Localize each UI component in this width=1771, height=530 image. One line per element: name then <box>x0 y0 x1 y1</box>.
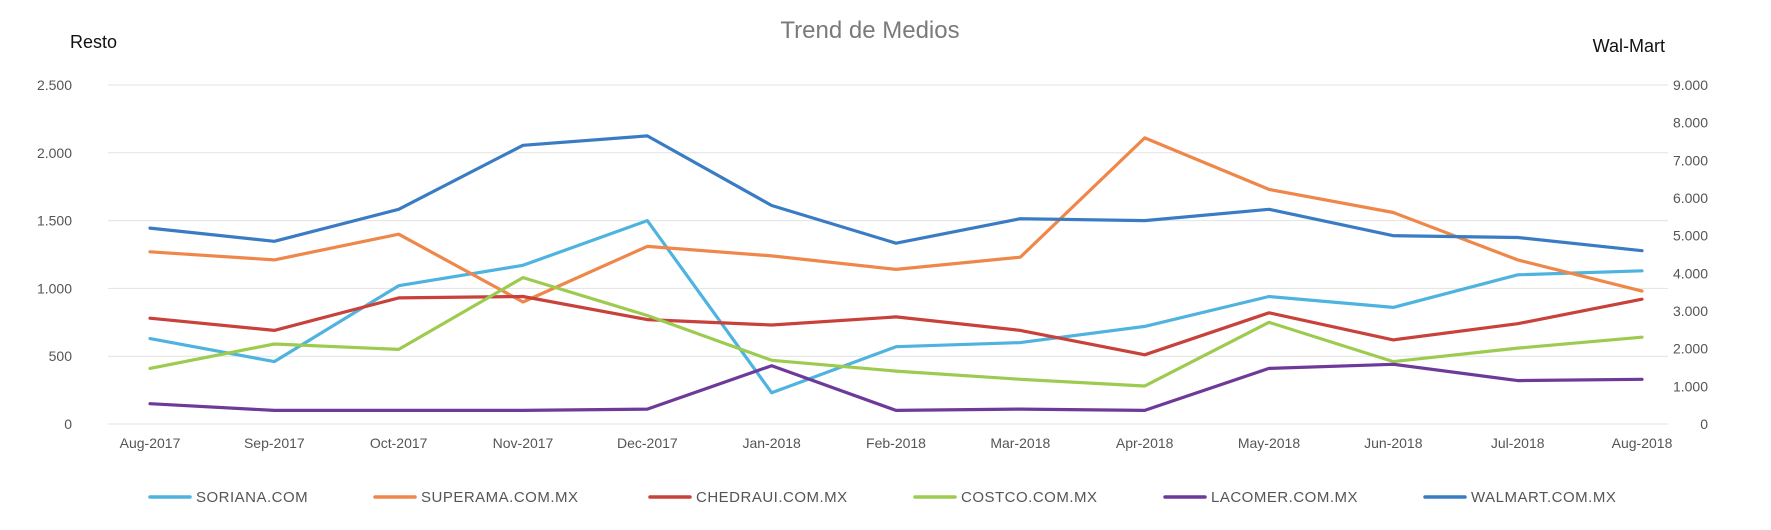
left-axis-label: Resto <box>70 32 117 52</box>
left-tick-label: 1.000 <box>37 280 72 296</box>
series-line-chedraui-com-mx <box>148 294 1644 357</box>
x-tick-label: Dec-2017 <box>617 435 678 451</box>
legend-label: SORIANA.COM <box>196 489 308 506</box>
left-tick-label: 0 <box>64 416 72 432</box>
series-line-walmart-com-mx <box>148 134 1644 253</box>
x-tick-label: Aug-2018 <box>1612 435 1673 451</box>
left-tick-label: 500 <box>49 348 73 364</box>
x-tick-label: Sep-2017 <box>244 435 305 451</box>
x-axis-ticks: Aug-2017 Sep-2017 Oct-2017 Nov-2017 Dec-2017… <box>120 435 1673 451</box>
left-tick-label: 1.500 <box>37 213 72 229</box>
right-tick-label: 5.000 <box>1673 228 1708 244</box>
right-tick-label: 8.000 <box>1673 115 1708 131</box>
right-tick-label: 4.000 <box>1673 265 1708 281</box>
x-tick-label: Jun-2018 <box>1364 435 1423 451</box>
gridlines <box>108 84 1668 425</box>
x-tick-label: May-2018 <box>1238 435 1300 451</box>
x-tick-label: Feb-2018 <box>866 435 926 451</box>
legend: SORIANA.COM SUPERAMA.COM.MX CHEDRAUI.COM.M… <box>148 489 1616 506</box>
legend-label: LACOMER.COM.MX <box>1211 489 1358 506</box>
right-axis-label: Wal-Mart <box>1593 36 1665 56</box>
left-tick-label: 2.000 <box>37 145 72 161</box>
x-tick-label: Mar-2018 <box>990 435 1050 451</box>
x-tick-label: Apr-2018 <box>1116 435 1174 451</box>
right-tick-label: 2.000 <box>1673 341 1708 357</box>
right-tick-label: 3.000 <box>1673 303 1708 319</box>
left-tick-label: 2.500 <box>37 77 72 93</box>
legend-label: SUPERAMA.COM.MX <box>421 489 579 506</box>
series-line-lacomer-com-mx <box>148 362 1644 412</box>
x-tick-label: Jul-2018 <box>1491 435 1545 451</box>
series-line-superama-com-mx <box>148 136 1644 304</box>
chart-title: Trend de Medios <box>780 17 959 44</box>
right-tick-label: 7.000 <box>1673 152 1708 168</box>
right-tick-label: 6.000 <box>1673 190 1708 206</box>
series-line-soriana-com <box>148 219 1644 395</box>
x-tick-label: Aug-2017 <box>120 435 181 451</box>
x-tick-label: Jan-2018 <box>742 435 801 451</box>
legend-label: WALMART.COM.MX <box>1471 489 1616 506</box>
x-tick-label: Oct-2017 <box>370 435 428 451</box>
right-tick-label: 9.000 <box>1673 77 1708 93</box>
legend-label: CHEDRAUI.COM.MX <box>696 489 848 506</box>
left-axis-ticks: 0 500 1.000 1.500 2.000 2.500 <box>37 77 72 432</box>
x-tick-label: Nov-2017 <box>493 435 554 451</box>
legend-label: COSTCO.COM.MX <box>961 489 1098 506</box>
right-axis-ticks: 0 1.000 2.000 3.000 4.000 5.000 6.000 7.000 8.00… <box>1673 77 1708 432</box>
right-tick-label: 1.000 <box>1673 378 1708 394</box>
series-lines <box>148 134 1644 412</box>
series-line-costco-com-mx <box>148 276 1644 388</box>
right-tick-label: 0 <box>1700 416 1708 432</box>
